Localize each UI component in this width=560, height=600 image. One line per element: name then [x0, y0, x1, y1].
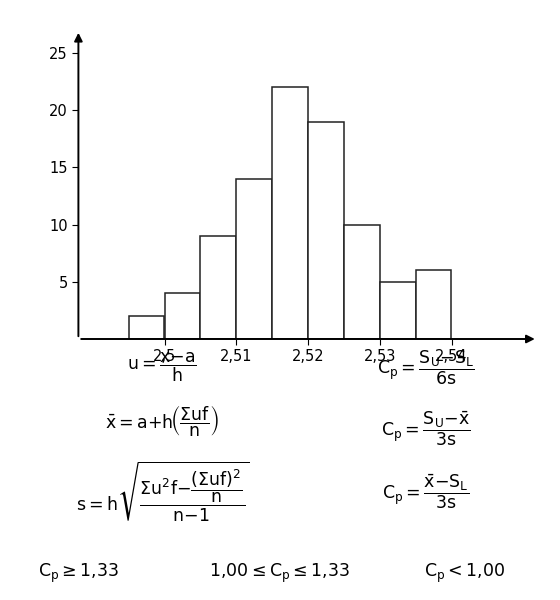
- Text: $\mathrm{s{=}h\sqrt{\dfrac{\Sigma u^{2}f{-}\dfrac{(\Sigma uf)^{2}}{n}}{n{-}1}}}$: $\mathrm{s{=}h\sqrt{\dfrac{\Sigma u^{2}f…: [76, 460, 249, 524]
- Bar: [129, 316, 165, 339]
- Text: $\mathrm{C_p{=}\dfrac{\bar{x}{-}S_L}{3s}}$: $\mathrm{C_p{=}\dfrac{\bar{x}{-}S_L}{3s}…: [382, 472, 469, 511]
- Text: $\mathrm{1{,}00{\leq}C_p{\leq}1{,}33}$: $\mathrm{1{,}00{\leq}C_p{\leq}1{,}33}$: [209, 562, 351, 585]
- Bar: [344, 224, 380, 339]
- Text: $\mathrm{C_p{<}1{,}00}$: $\mathrm{C_p{<}1{,}00}$: [424, 562, 506, 585]
- Bar: [380, 282, 416, 339]
- Text: $\mathrm{C_p{=}\dfrac{S_U{-}S_L}{6s}}$: $\mathrm{C_p{=}\dfrac{S_U{-}S_L}{6s}}$: [377, 349, 474, 387]
- Text: $\mathrm{u{=}\dfrac{x{-}a}{h}}$: $\mathrm{u{=}\dfrac{x{-}a}{h}}$: [128, 351, 197, 385]
- Bar: [416, 271, 451, 339]
- Bar: [200, 236, 236, 339]
- Bar: [165, 293, 200, 339]
- Text: $\mathrm{\bar{x}{=}a{+}h\!\left(\dfrac{\Sigma uf}{n}\right)}$: $\mathrm{\bar{x}{=}a{+}h\!\left(\dfrac{\…: [105, 403, 220, 438]
- Text: $\mathrm{C_p{\geq}1{,}33}$: $\mathrm{C_p{\geq}1{,}33}$: [38, 562, 119, 585]
- Bar: [272, 87, 308, 339]
- Bar: [308, 122, 344, 339]
- Bar: [236, 179, 272, 339]
- Text: $\mathrm{C_p{=}\dfrac{S_U{-}\bar{x}}{3s}}$: $\mathrm{C_p{=}\dfrac{S_U{-}\bar{x}}{3s}…: [381, 409, 470, 448]
